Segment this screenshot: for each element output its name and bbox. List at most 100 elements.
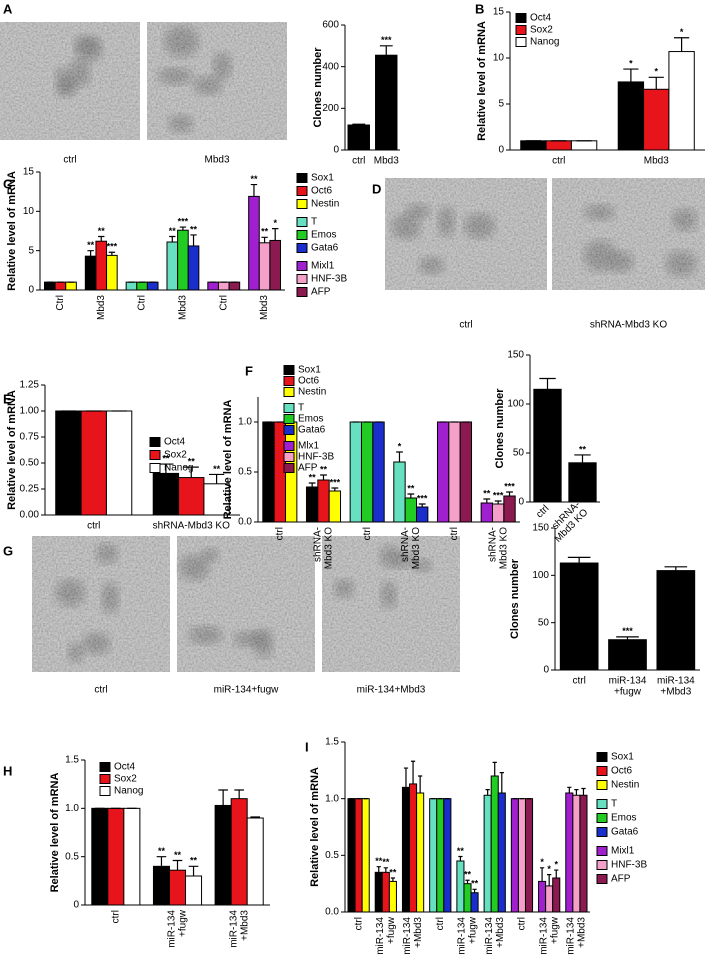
significance: * xyxy=(398,441,402,451)
x-tick-label: miR-134 xyxy=(457,917,468,955)
y-tick-label: 100 xyxy=(507,399,524,410)
x-tick-label-group: miR-134+Mbd3 xyxy=(228,910,250,948)
error-bar xyxy=(172,859,183,871)
y-tick-label: 0 xyxy=(28,285,34,296)
y-tick-label: 10 xyxy=(23,206,35,217)
x-tick-label-group: Mbd3 xyxy=(96,295,107,320)
significance: ** xyxy=(169,226,177,236)
bar xyxy=(416,792,425,913)
legend-swatch xyxy=(99,762,111,772)
legend-label: Oct6 xyxy=(311,186,333,197)
bar xyxy=(125,281,138,291)
legend-swatch xyxy=(296,261,308,271)
bar xyxy=(497,792,506,913)
bar xyxy=(269,239,282,291)
x-tick-label: miR-134 xyxy=(228,910,239,948)
significance: ** xyxy=(464,870,472,880)
y-tick-label: 0.00 xyxy=(20,510,40,521)
x-tick-label: miR-134 xyxy=(402,917,413,955)
x-tick-label: +fugw xyxy=(386,916,397,944)
error-bar xyxy=(208,473,225,484)
bar xyxy=(545,140,572,151)
legend-label: Oct6 xyxy=(298,376,320,387)
y-tick-label: 50 xyxy=(538,617,550,628)
x-tick-label: shRNA- xyxy=(487,527,498,562)
image-caption: ctrl xyxy=(459,320,472,331)
x-tick-label: ctrl xyxy=(352,156,365,167)
bar xyxy=(643,88,670,151)
x-tick-label: Ctrl xyxy=(218,295,229,311)
bar xyxy=(54,281,67,291)
bar xyxy=(656,570,696,671)
legend-swatch xyxy=(596,874,608,884)
bar xyxy=(545,885,554,913)
x-tick-label-group: Mbd3 xyxy=(644,156,669,167)
significance: ** xyxy=(213,464,221,474)
significance: *** xyxy=(107,242,118,252)
bar xyxy=(152,865,170,906)
y-tick-label: 0.5 xyxy=(238,467,252,478)
bar xyxy=(107,807,125,906)
significance: *** xyxy=(330,477,341,487)
bar xyxy=(106,254,118,291)
legend-label: Oct4 xyxy=(530,13,552,24)
x-tick-label: Mbd3 xyxy=(259,295,270,320)
x-tick-label: ctrl xyxy=(274,527,285,540)
x-tick-label: ctrl xyxy=(572,676,585,687)
x-tick-label: Mbd3 xyxy=(374,156,399,167)
y-tick-label: 0.75 xyxy=(20,432,40,443)
legend-swatch xyxy=(596,827,608,837)
bar xyxy=(258,242,271,291)
y-tick-label: 0.50 xyxy=(20,458,40,469)
bar xyxy=(533,388,562,503)
legend-swatch xyxy=(296,217,308,227)
bar xyxy=(347,124,370,151)
significance: ** xyxy=(174,850,182,860)
significance: ** xyxy=(382,857,390,867)
x-tick-label: miR-134 xyxy=(484,917,495,955)
x-tick-label: ctrl xyxy=(87,521,100,532)
significance: ** xyxy=(407,483,415,493)
error-bar xyxy=(376,866,381,873)
micrograph-texture xyxy=(177,536,315,672)
bar xyxy=(354,798,363,913)
bar xyxy=(43,281,56,291)
legend-label: Sox2 xyxy=(164,450,187,461)
bar xyxy=(510,798,519,913)
legend-swatch xyxy=(149,450,161,460)
y-tick-label: 15 xyxy=(23,167,35,178)
x-tick-label: Mbd3 xyxy=(644,156,669,167)
error-bar xyxy=(87,250,94,257)
legend-label: T xyxy=(611,799,617,810)
panel-label: I xyxy=(305,739,309,754)
panel-label: H xyxy=(3,763,12,778)
y-tick-label: 1.25 xyxy=(20,380,40,391)
y-tick-label: 0 xyxy=(518,497,524,508)
legend-swatch xyxy=(283,452,295,462)
bar xyxy=(214,804,232,906)
image-caption: miR-134+Mbd3 xyxy=(357,685,426,696)
bar xyxy=(429,798,438,913)
x-tick-label-group: miR-134+Mbd3 xyxy=(657,676,695,698)
significance: *** xyxy=(622,626,633,636)
x-tick-label-group: shRNA-Mbd3 KO xyxy=(550,499,590,544)
error-bar xyxy=(108,251,116,256)
bar xyxy=(136,281,148,291)
error-bar xyxy=(261,236,268,243)
x-tick-label: +fugw xyxy=(549,916,560,944)
error-bar xyxy=(179,226,187,231)
significance: ** xyxy=(87,240,95,250)
legend-swatch xyxy=(596,846,608,856)
bar xyxy=(91,807,109,906)
error-bar xyxy=(539,377,556,390)
x-tick-label-group: ctrl xyxy=(534,503,551,520)
bar xyxy=(538,880,547,913)
legend-label: Gata6 xyxy=(298,425,326,436)
error-bar xyxy=(403,767,409,788)
error-bar xyxy=(158,463,174,474)
error-bar xyxy=(418,775,423,793)
micrograph-texture xyxy=(322,536,460,672)
legend-swatch xyxy=(149,463,161,473)
significance: ** xyxy=(457,846,465,856)
